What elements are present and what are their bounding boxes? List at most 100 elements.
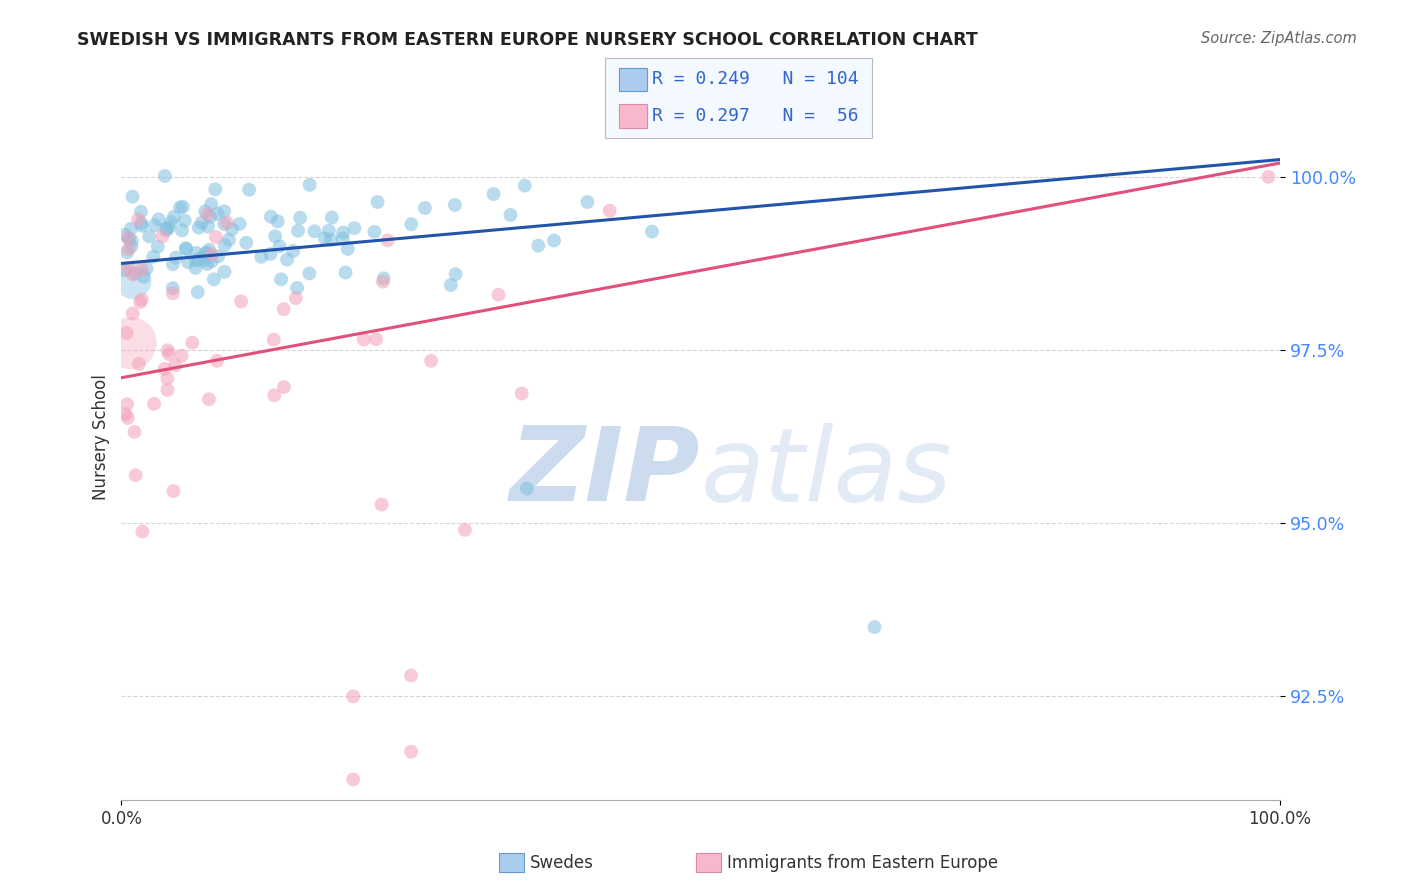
Point	[319, 233, 342, 247]
Point	[131, 216, 153, 230]
Point	[214, 238, 236, 252]
Point	[152, 229, 174, 244]
Point	[363, 225, 385, 239]
Point	[335, 266, 357, 280]
Text: atlas: atlas	[700, 423, 952, 523]
Text: Source: ZipAtlas.com: Source: ZipAtlas.com	[1201, 31, 1357, 46]
Point	[399, 745, 422, 759]
Point	[266, 214, 288, 228]
Point	[184, 260, 207, 275]
Point	[304, 224, 326, 238]
Text: Immigrants from Eastern Europe: Immigrants from Eastern Europe	[727, 854, 998, 871]
Point	[229, 294, 252, 309]
Point	[135, 261, 157, 276]
Point	[122, 274, 145, 288]
Point	[181, 335, 204, 350]
Point	[195, 257, 218, 271]
Point	[283, 244, 305, 258]
Point	[187, 220, 209, 235]
Point	[184, 245, 207, 260]
Point	[114, 407, 136, 421]
Point	[420, 354, 443, 368]
Point	[121, 268, 143, 282]
Point	[332, 226, 354, 240]
Point	[516, 482, 538, 496]
Point	[143, 397, 166, 411]
Point	[118, 232, 141, 246]
Point	[399, 668, 422, 682]
Point	[214, 265, 236, 279]
Point	[198, 392, 221, 407]
Point	[131, 293, 153, 307]
Point	[131, 262, 153, 277]
Point	[263, 333, 285, 347]
Point	[153, 362, 176, 376]
Point	[115, 245, 138, 260]
Point	[373, 271, 395, 285]
Point	[121, 189, 143, 203]
Text: ZIP: ZIP	[510, 423, 700, 524]
Point	[138, 229, 160, 244]
Point	[173, 213, 195, 227]
Point	[172, 200, 194, 214]
Point	[194, 246, 217, 260]
Point	[353, 333, 375, 347]
Point	[321, 211, 343, 225]
Point	[169, 201, 191, 215]
Point	[121, 307, 143, 321]
Point	[401, 217, 423, 231]
Point	[129, 295, 152, 310]
Text: R = 0.249   N = 104: R = 0.249 N = 104	[652, 70, 859, 88]
Point	[342, 772, 364, 787]
Point	[165, 251, 187, 265]
Point	[177, 255, 200, 269]
Point	[120, 336, 142, 351]
Point	[162, 286, 184, 301]
Point	[162, 484, 184, 499]
Point	[264, 229, 287, 244]
Point	[259, 247, 281, 261]
Point	[202, 272, 225, 286]
Point	[510, 386, 533, 401]
Point	[155, 221, 177, 235]
Point	[143, 219, 166, 233]
Point	[188, 252, 211, 266]
Point	[200, 197, 222, 211]
Point	[371, 275, 394, 289]
Point	[263, 388, 285, 402]
Point	[120, 239, 142, 253]
Point	[284, 291, 307, 305]
Point	[250, 250, 273, 264]
Point	[377, 233, 399, 247]
Point	[205, 353, 228, 368]
Point	[162, 281, 184, 295]
Point	[170, 349, 193, 363]
Point	[204, 182, 226, 196]
Point	[343, 221, 366, 235]
Point	[332, 231, 354, 245]
Point	[117, 261, 139, 276]
Point	[174, 242, 197, 256]
Point	[184, 253, 207, 268]
Point	[273, 380, 295, 394]
Point	[125, 468, 148, 483]
Point	[117, 231, 139, 245]
Point	[218, 233, 240, 247]
Point	[163, 210, 186, 224]
Point	[207, 207, 229, 221]
Point	[270, 272, 292, 286]
Point	[221, 222, 243, 236]
Point	[212, 204, 235, 219]
Point	[543, 234, 565, 248]
Point	[193, 253, 215, 268]
Point	[482, 187, 505, 202]
Point	[488, 287, 510, 301]
Point	[128, 357, 150, 371]
Point	[342, 690, 364, 704]
Point	[132, 269, 155, 284]
Point	[170, 223, 193, 237]
Text: Swedes: Swedes	[530, 854, 593, 871]
Point	[201, 247, 224, 261]
Point	[269, 239, 291, 253]
Point	[117, 411, 139, 425]
